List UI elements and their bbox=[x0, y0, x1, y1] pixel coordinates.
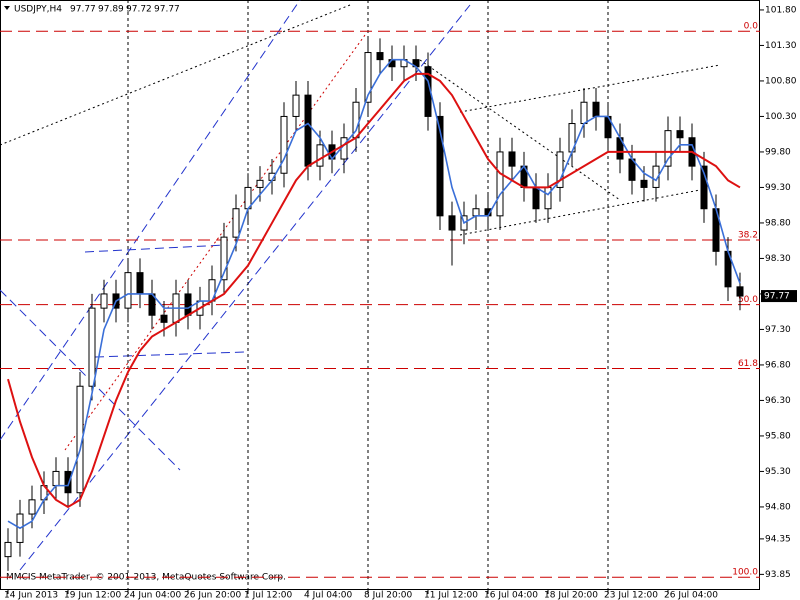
fib-label: 61.8 bbox=[738, 359, 758, 369]
candle-body bbox=[652, 165, 660, 188]
candle-body bbox=[88, 307, 96, 387]
menu-arrow bbox=[4, 6, 10, 10]
candle-body bbox=[160, 314, 168, 323]
candle-body bbox=[592, 101, 600, 117]
candle-body bbox=[184, 293, 192, 316]
trend-line bbox=[64, 34, 366, 451]
trend-line bbox=[419, 59, 621, 201]
trend-line bbox=[19, 4, 471, 571]
trend-line bbox=[0, 0, 301, 441]
price-label: 97.77 bbox=[764, 292, 790, 302]
x-tick-label: 11 Jul 12:00 bbox=[424, 591, 478, 600]
y-tick-label: 93.85 bbox=[765, 570, 791, 580]
x-tick-label: 4 Jul 04:00 bbox=[304, 591, 353, 600]
y-tick-label: 96.80 bbox=[765, 360, 791, 370]
moving-average bbox=[7, 58, 741, 530]
candle-body bbox=[376, 52, 384, 61]
candle-body bbox=[700, 165, 708, 210]
candle-body bbox=[556, 151, 564, 188]
y-tick-label: 100.80 bbox=[765, 76, 797, 86]
price-box bbox=[761, 290, 797, 303]
y-tick-label: 94.80 bbox=[765, 502, 791, 512]
x-tick-label: 19 Jun 12:00 bbox=[64, 591, 121, 600]
candle-body bbox=[472, 208, 480, 217]
y-tick-label: 95.80 bbox=[765, 431, 791, 441]
candle-body bbox=[52, 470, 60, 487]
candle-body bbox=[280, 115, 288, 174]
y-tick-label: 94.35 bbox=[765, 534, 791, 544]
x-tick-label: 16 Jul 04:00 bbox=[484, 591, 538, 600]
candle-body bbox=[496, 151, 504, 217]
fib-label: 38.2 bbox=[738, 230, 758, 240]
trend-line bbox=[84, 244, 226, 253]
trend-line bbox=[459, 64, 721, 113]
candle-body bbox=[100, 293, 108, 309]
candle-body bbox=[436, 115, 444, 217]
candle-body bbox=[508, 151, 516, 167]
x-tick-label: 1 Jul 12:00 bbox=[244, 591, 293, 600]
candle-body bbox=[256, 179, 264, 188]
y-tick-label: 95.30 bbox=[765, 467, 791, 477]
candle-body bbox=[580, 101, 588, 125]
fib-label: 100.0 bbox=[732, 568, 758, 578]
candle-body bbox=[448, 215, 456, 231]
x-tick-label: 18 Jul 20:00 bbox=[544, 591, 598, 600]
candle-body bbox=[136, 272, 144, 295]
x-tick-label: 8 Jul 20:00 bbox=[364, 591, 413, 600]
y-tick-label: 100.30 bbox=[765, 112, 797, 122]
fib-label: 0.0 bbox=[744, 22, 759, 32]
candle-body bbox=[532, 186, 540, 210]
y-tick-label: 99.30 bbox=[765, 183, 791, 193]
y-tick-label: 96.30 bbox=[765, 396, 791, 406]
candle-body bbox=[28, 499, 36, 515]
candle-body bbox=[304, 94, 312, 167]
header-value: 97.89 bbox=[98, 5, 124, 15]
header-value: 97.72 bbox=[126, 5, 152, 15]
candle-body bbox=[364, 52, 372, 103]
candle-body bbox=[232, 208, 240, 238]
x-tick-label: 26 Jun 20:00 bbox=[184, 591, 241, 600]
candle-body bbox=[292, 94, 300, 117]
y-tick-label: 97.30 bbox=[765, 325, 791, 335]
candle-body bbox=[640, 179, 648, 188]
y-tick-label: 99.80 bbox=[765, 147, 791, 157]
fib-label: 50.0 bbox=[738, 295, 758, 305]
header-value: 97.77 bbox=[70, 5, 96, 15]
y-tick-label: 98.80 bbox=[765, 218, 791, 228]
candle-body bbox=[664, 130, 672, 167]
candle-body bbox=[736, 286, 744, 297]
candle-body bbox=[544, 186, 552, 210]
y-tick-label: 101.30 bbox=[765, 41, 797, 51]
x-tick-label: 26 Jul 04:00 bbox=[664, 591, 718, 600]
trend-line bbox=[94, 351, 246, 358]
x-tick-label: 24 Jun 04:00 bbox=[124, 591, 181, 600]
candle-body bbox=[64, 470, 72, 494]
chart-title: USDJPY,H4 bbox=[14, 5, 62, 15]
candle-body bbox=[316, 144, 324, 167]
candle-body bbox=[676, 130, 684, 139]
x-tick-label: 14 Jun 2013 bbox=[4, 591, 58, 600]
y-tick-label: 101.80 bbox=[765, 5, 797, 15]
y-tick-label: 98.30 bbox=[765, 254, 791, 264]
moving-average bbox=[7, 72, 741, 509]
header-value: 97.77 bbox=[154, 5, 180, 15]
candle-body bbox=[124, 272, 132, 309]
x-tick-label: 23 Jul 12:00 bbox=[604, 591, 658, 600]
candle-body bbox=[220, 236, 228, 281]
candle-body bbox=[4, 541, 12, 558]
